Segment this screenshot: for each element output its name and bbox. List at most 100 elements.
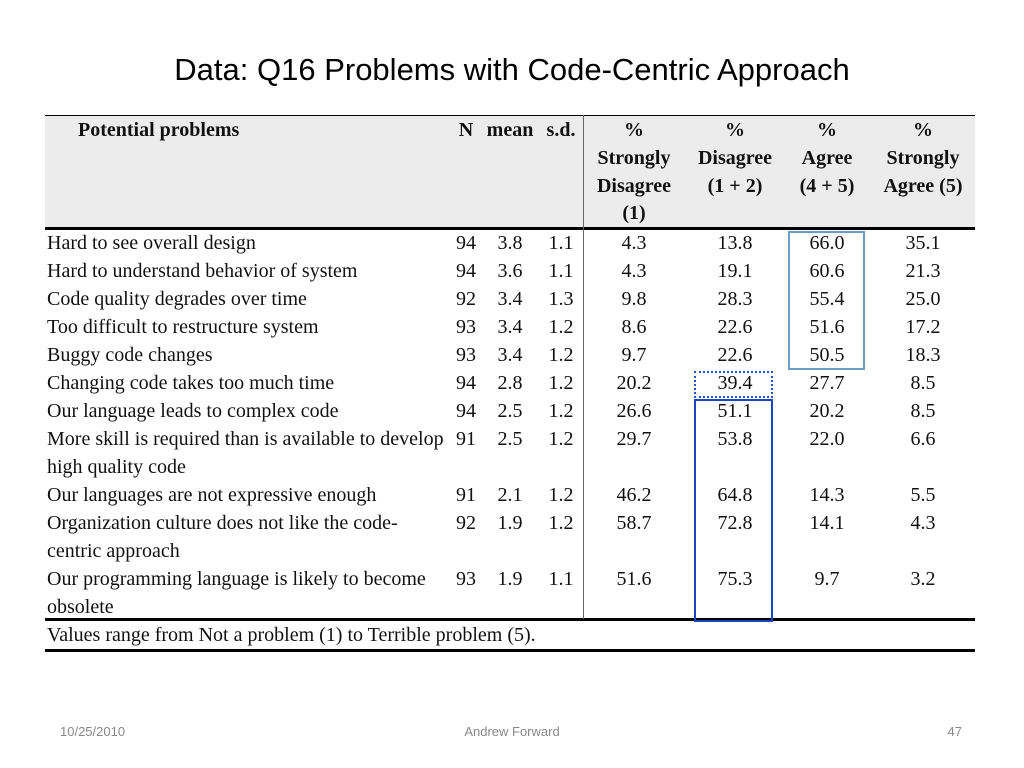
data-cell: 2.5: [497, 428, 523, 450]
data-cell: 2.5: [497, 400, 523, 422]
header-cell: %: [624, 119, 644, 141]
data-cell: 4.3: [621, 232, 647, 254]
data-cell: 8.6: [621, 316, 647, 338]
header-cell: Potential problems: [78, 119, 240, 141]
data-cell: 1.9: [497, 512, 523, 534]
data-cell: 93: [456, 344, 476, 366]
data-cell: 3.6: [497, 260, 523, 282]
data-cell: 1.2: [548, 428, 574, 450]
data-cell: 19.1: [717, 260, 753, 282]
data-cell: 22.0: [809, 428, 845, 450]
data-cell: 66.0: [809, 232, 845, 254]
data-cell: 39.4: [717, 372, 753, 394]
data-cell: 28.3: [717, 288, 753, 310]
data-cell: 20.2: [809, 400, 845, 422]
header-cell: s.d.: [546, 119, 576, 141]
header-cell: %: [913, 119, 933, 141]
highlight-box: [694, 399, 773, 622]
data-cell: 25.0: [905, 288, 941, 310]
data-cell: 94: [456, 260, 476, 282]
data-cell: 50.5: [809, 344, 845, 366]
data-cell: 21.3: [905, 260, 941, 282]
data-cell: 1.1: [548, 232, 574, 254]
header-cell: %: [725, 119, 745, 141]
data-cell: 8.5: [910, 400, 936, 422]
data-cell: 1.2: [548, 484, 574, 506]
header-cell: mean: [486, 119, 534, 141]
data-cell: 17.2: [905, 316, 941, 338]
data-cell: 92: [456, 512, 476, 534]
header-cell: Agree (5): [883, 174, 963, 197]
data-cell: 75.3: [717, 568, 753, 590]
data-cell: 9.7: [621, 344, 647, 366]
data-cell: 1.9: [497, 568, 523, 590]
data-cell: 5.5: [910, 484, 936, 506]
data-cell: 64.8: [717, 484, 753, 506]
data-cell: 93: [456, 568, 476, 590]
rule: [45, 227, 975, 230]
row-label: Our languages are not expressive enough: [47, 484, 377, 506]
data-cell: 1.1: [548, 260, 574, 282]
data-cell: 26.6: [616, 400, 652, 422]
data-cell: 58.7: [616, 512, 652, 534]
data-cell: 51.6: [616, 568, 652, 590]
data-cell: 3.4: [497, 288, 523, 310]
header-cell: (4 + 5): [799, 174, 855, 197]
highlight-box: [788, 231, 865, 370]
row-label: More skill is required than is available…: [47, 428, 444, 478]
data-cell: 1.2: [548, 344, 574, 366]
data-cell: 14.3: [809, 484, 845, 506]
row-label: Code quality degrades over time: [47, 288, 307, 310]
data-cell: 29.7: [616, 428, 652, 450]
data-cell: 6.6: [910, 428, 936, 450]
row-label: Our programming language is likely to be…: [47, 568, 426, 618]
data-cell: 94: [456, 372, 476, 394]
row-label: Buggy code changes: [47, 344, 213, 366]
data-cell: 51.6: [809, 316, 845, 338]
data-cell: 20.2: [616, 372, 652, 394]
data-cell: 1.3: [548, 288, 574, 310]
header-cell: Disagree: [697, 146, 773, 169]
data-cell: 1.1: [548, 568, 574, 590]
footer-page: 47: [947, 724, 962, 739]
row-label: Changing code takes too much time: [47, 372, 335, 394]
data-cell: 14.1: [809, 512, 845, 534]
data-cell: 22.6: [717, 344, 753, 366]
data-cell: 2.1: [497, 484, 523, 506]
rule: [45, 649, 975, 652]
footer-author: Andrew Forward: [464, 724, 560, 739]
data-cell: 1.2: [548, 512, 574, 534]
row-label: Hard to understand behavior of system: [47, 260, 358, 282]
header-cell: %: [817, 119, 837, 141]
data-cell: 93: [456, 316, 476, 338]
data-cell: 92: [456, 288, 476, 310]
highlight-box: [694, 371, 773, 398]
data-cell: 94: [456, 232, 476, 254]
column-divider: [583, 115, 584, 619]
data-cell: 94: [456, 400, 476, 422]
data-cell: 3.2: [910, 568, 936, 590]
data-cell: 1.2: [548, 316, 574, 338]
data-cell: 72.8: [717, 512, 753, 534]
data-cell: 51.1: [717, 400, 753, 422]
data-cell: 9.7: [814, 568, 840, 590]
footer-date: 10/25/2010: [60, 724, 126, 739]
data-cell: 3.4: [497, 316, 523, 338]
row-label: Organization culture does not like the c…: [47, 512, 398, 562]
header-cell: Disagree: [596, 174, 672, 197]
data-cell: 35.1: [905, 232, 941, 254]
data-cell: 91: [456, 428, 476, 450]
data-cell: 1.2: [548, 400, 574, 422]
table-note: Values range from Not a problem (1) to T…: [47, 624, 536, 646]
data-cell: 22.6: [717, 316, 753, 338]
data-cell: 4.3: [621, 260, 647, 282]
header-cell: N: [458, 119, 474, 141]
row-label: Too difficult to restructure system: [47, 316, 319, 338]
row-label: Hard to see overall design: [47, 232, 256, 254]
data-cell: 18.3: [905, 344, 941, 366]
data-cell: 60.6: [809, 260, 845, 282]
data-cell: 4.3: [910, 512, 936, 534]
header-cell: (1 + 2): [707, 174, 763, 197]
data-cell: 8.5: [910, 372, 936, 394]
